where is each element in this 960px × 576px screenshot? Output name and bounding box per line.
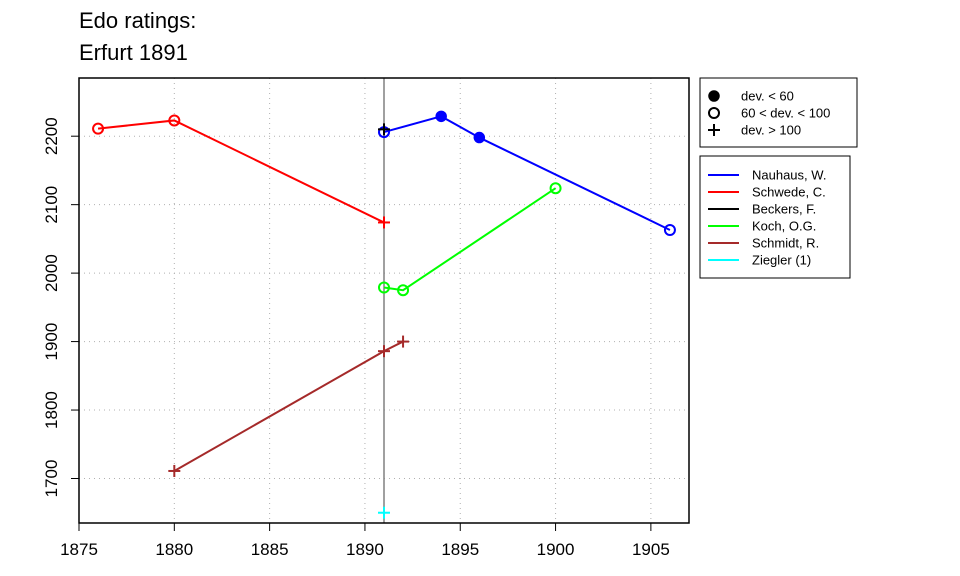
chart-title: Edo ratings: [79, 8, 196, 33]
series-legend-label: Nauhaus, W. [752, 168, 826, 183]
y-tick-label: 1900 [42, 323, 61, 361]
series-schwede-c [92, 114, 390, 229]
series-legend-label: Schwede, C. [752, 185, 826, 200]
series-ziegler-1 [378, 506, 390, 519]
data-point-nauhaus-w-3 [663, 223, 676, 236]
series-legend-label: Beckers, F. [752, 202, 816, 217]
series-line-schmidt-r [173, 340, 404, 472]
marker-legend-label: dev. > 100 [741, 123, 801, 138]
data-point-schmidt-r-1 [378, 345, 390, 358]
marker-legend: dev. < 60 60 < dev. < 100 dev. > 100 [699, 77, 858, 148]
series-legend-label: Schmidt, R. [752, 236, 819, 251]
data-point-nauhaus-w-2 [473, 131, 486, 144]
x-tick-label: 1890 [346, 540, 384, 559]
data-point-schwede-c-1 [168, 114, 181, 127]
x-tick-label: 1895 [441, 540, 479, 559]
data-point-schwede-c-0 [92, 122, 105, 135]
data-point-schmidt-r-2 [397, 335, 410, 348]
chart-subtitle: Erfurt 1891 [79, 40, 188, 65]
series-legend-box [699, 155, 851, 279]
y-tick-label: 1800 [42, 391, 61, 429]
series-group [92, 110, 676, 519]
x-axis: 1875 1880 1885 1890 1895 1900 1905 [60, 523, 670, 559]
marker-legend-symbol-plus [708, 124, 720, 136]
series-beckers-f [378, 123, 390, 136]
y-tick-label: 2000 [42, 254, 61, 292]
y-tick-label: 1700 [42, 460, 61, 498]
data-point-ziegler-1-0 [378, 506, 390, 519]
y-axis: 1700 1800 1900 2000 2100 2200 [42, 117, 79, 497]
x-tick-label: 1900 [537, 540, 575, 559]
y-tick-label: 2200 [42, 117, 61, 155]
x-tick-label: 1880 [155, 540, 193, 559]
data-point-koch-o-g-0 [378, 281, 390, 294]
marker-legend-label: dev. < 60 [741, 89, 794, 104]
x-tick-label: 1905 [632, 540, 670, 559]
series-line-schwede-c [97, 119, 385, 224]
series-legend-label: Koch, O.G. [752, 219, 816, 234]
series-schmidt-r [168, 335, 410, 477]
plot-frame [78, 77, 690, 524]
series-line-koch-o-g [383, 187, 557, 292]
series-legend: Nauhaus, W. Schwede, C. Beckers, F. Koch, O… [699, 155, 851, 279]
marker-legend-symbol-filled [708, 90, 720, 102]
x-tick-label: 1885 [251, 540, 289, 559]
marker-legend-symbol-open [708, 107, 720, 119]
data-point-schwede-c-2 [378, 216, 390, 229]
data-point-nauhaus-w-1 [435, 110, 447, 123]
data-point-schmidt-r-0 [168, 464, 181, 477]
series-line-nauhaus-w [383, 115, 671, 231]
series-koch-o-g [378, 182, 562, 297]
y-tick-label: 2100 [42, 186, 61, 224]
x-tick-label: 1875 [60, 540, 98, 559]
series-nauhaus-w [378, 110, 676, 236]
data-point-koch-o-g-1 [397, 284, 410, 297]
series-legend-label: Ziegler (1) [752, 253, 811, 268]
data-point-koch-o-g-2 [549, 182, 562, 195]
data-point-beckers-f-0 [378, 123, 390, 136]
marker-legend-box [699, 77, 858, 148]
marker-legend-label: 60 < dev. < 100 [741, 106, 830, 121]
